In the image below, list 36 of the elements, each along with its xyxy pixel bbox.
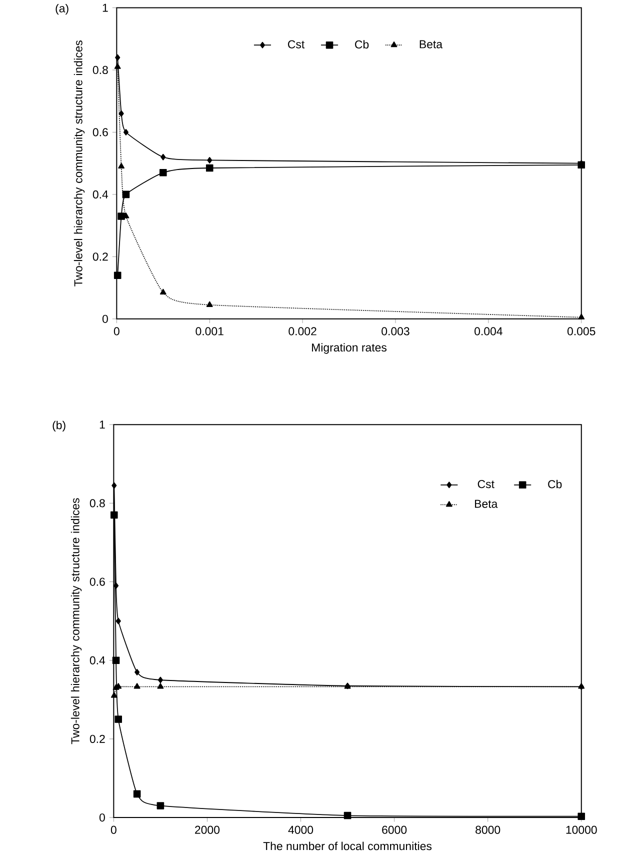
- x-tick-label: 4000: [288, 826, 313, 834]
- text: (b): [52, 420, 66, 432]
- x-tick-label: 0.003: [381, 327, 410, 336]
- x-axis-title: Migration rates: [312, 343, 386, 354]
- y-axis-title: Two-level hierarchy community structure indices: [74, 40, 84, 286]
- y-tick-label: 0.2: [92, 252, 108, 261]
- x-tick-label: 0: [114, 327, 120, 336]
- y-tick-label: 1: [100, 420, 105, 429]
- x-tick-label: 0: [110, 826, 116, 834]
- x-tick-label: 0.004: [474, 327, 502, 336]
- x-tick-label: 0.002: [288, 327, 316, 336]
- x-axis-title: The number of local communities: [263, 842, 432, 850]
- y-tick-label: 0.4: [90, 656, 105, 664]
- y-tick-label: 0.8: [92, 66, 108, 74]
- y-tick-label: 0.8: [90, 499, 105, 508]
- y-tick-label: 1: [102, 4, 108, 12]
- legend-label: Cb: [548, 480, 562, 488]
- y-tick-label: 0.6: [90, 578, 105, 586]
- y-tick-label: 0.2: [90, 734, 105, 743]
- x-tick-label: 2000: [194, 826, 220, 834]
- x-tick-label: 0.001: [196, 327, 224, 336]
- y-tick-label: 0: [102, 314, 108, 323]
- x-tick-label: 0.005: [567, 327, 596, 336]
- y-tick-label: 0: [99, 813, 105, 822]
- legend-label: Cst: [478, 480, 494, 488]
- x-tick-label: 6000: [382, 826, 406, 834]
- legend-label: Beta: [420, 40, 442, 48]
- y-tick-label: 0.6: [92, 128, 108, 136]
- y-tick-label: 0.4: [92, 190, 108, 199]
- x-tick-label: 10000: [566, 826, 597, 834]
- legend-label: Cst: [288, 40, 304, 48]
- x-tick-label: 8000: [475, 826, 500, 834]
- text: (a): [56, 4, 68, 15]
- y-axis-title: Two-level hierarchy community structure indices: [70, 498, 82, 744]
- legend-label: Cb: [354, 40, 368, 49]
- legend-label: Beta: [474, 500, 498, 508]
